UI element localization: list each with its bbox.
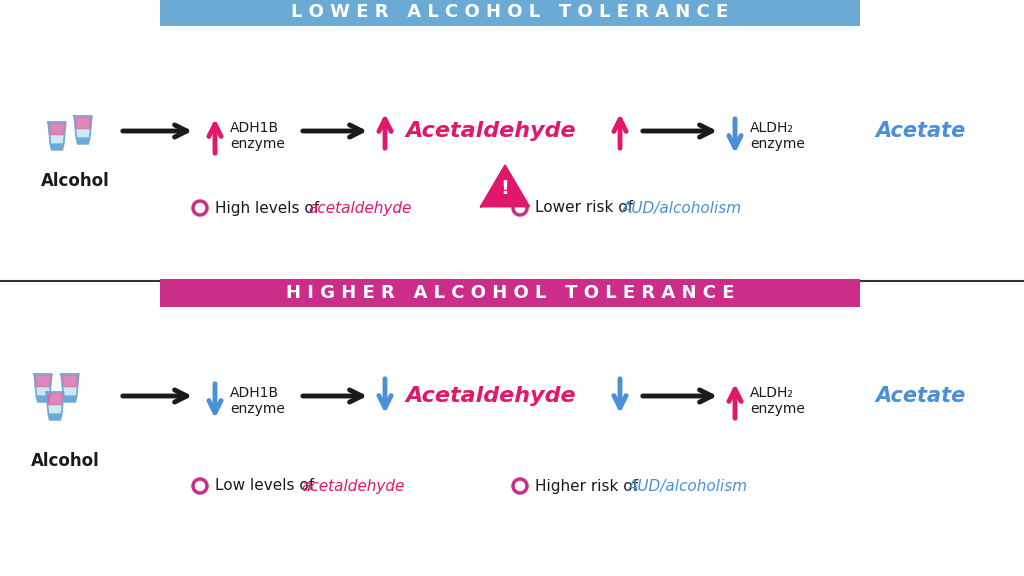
Text: High levels of: High levels of [215, 200, 324, 215]
Text: !: ! [501, 179, 509, 198]
Text: Alcohol: Alcohol [41, 172, 110, 190]
Polygon shape [63, 396, 77, 402]
FancyBboxPatch shape [160, 279, 860, 307]
Polygon shape [48, 122, 66, 145]
Polygon shape [48, 414, 61, 420]
Text: H I G H E R   A L C O H O L   T O L E R A N C E: H I G H E R A L C O H O L T O L E R A N … [286, 284, 734, 302]
Text: Alcohol: Alcohol [31, 452, 99, 470]
Polygon shape [47, 393, 62, 404]
Text: Acetate: Acetate [874, 121, 966, 141]
Text: Acetate: Acetate [874, 386, 966, 406]
Polygon shape [49, 123, 65, 135]
Text: ADH1B
enzyme: ADH1B enzyme [230, 386, 285, 416]
Polygon shape [77, 138, 90, 144]
Text: AUD/alcoholism: AUD/alcoholism [622, 200, 742, 215]
Polygon shape [481, 166, 529, 206]
Polygon shape [74, 116, 92, 138]
Polygon shape [34, 374, 52, 396]
Polygon shape [35, 376, 51, 386]
FancyBboxPatch shape [160, 0, 860, 26]
Text: AUD/alcoholism: AUD/alcoholism [628, 479, 749, 494]
Text: ALDH₂
enzyme: ALDH₂ enzyme [750, 121, 805, 151]
Text: Higher risk of: Higher risk of [535, 479, 643, 494]
Text: acetaldehyde: acetaldehyde [302, 479, 406, 494]
Polygon shape [50, 145, 63, 150]
Text: ALDH₂
enzyme: ALDH₂ enzyme [750, 386, 805, 416]
Polygon shape [76, 118, 91, 128]
Text: L O W E R   A L C O H O L   T O L E R A N C E: L O W E R A L C O H O L T O L E R A N C … [292, 3, 729, 21]
Text: ADH1B
enzyme: ADH1B enzyme [230, 121, 285, 151]
Text: Acetaldehyde: Acetaldehyde [406, 121, 575, 141]
Polygon shape [37, 396, 49, 402]
Text: Acetaldehyde: Acetaldehyde [406, 386, 575, 406]
Text: acetaldehyde: acetaldehyde [308, 200, 412, 215]
Text: Low levels of: Low levels of [215, 479, 319, 494]
Text: Lower risk of: Lower risk of [535, 200, 638, 215]
Polygon shape [46, 392, 63, 414]
Polygon shape [61, 374, 79, 396]
Polygon shape [62, 376, 78, 386]
